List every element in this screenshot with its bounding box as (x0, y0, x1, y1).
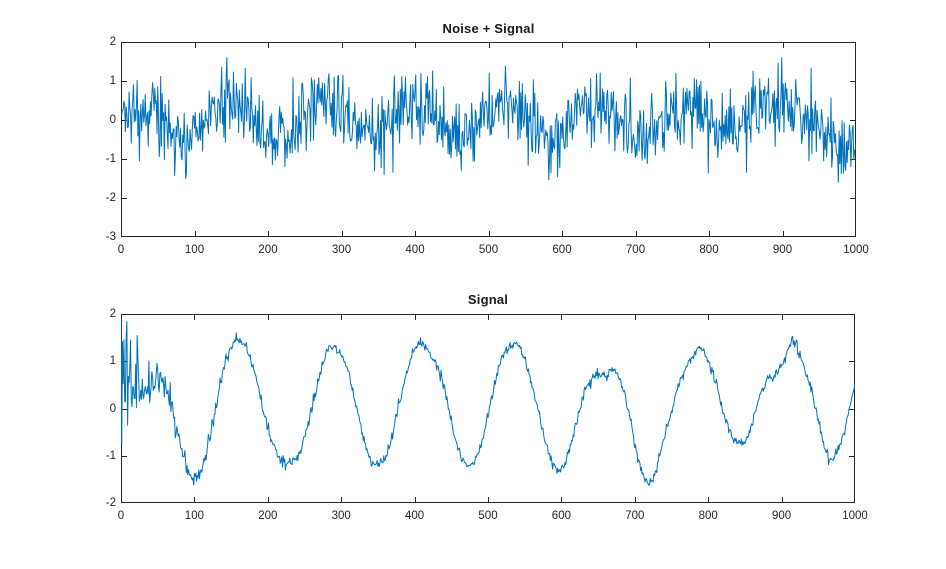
x-tick-label: 1000 (843, 244, 869, 256)
y-tick-label: -3 (105, 231, 116, 243)
noise_plus_signal-line (121, 57, 856, 183)
x-tick-label: 800 (698, 510, 718, 522)
x-tick-label: 0 (117, 510, 125, 522)
x-tick-label: 700 (625, 510, 645, 522)
x-tick-label: 900 (772, 510, 792, 522)
x-tick-label: 400 (405, 510, 425, 522)
x-tick-label: 200 (258, 244, 278, 256)
noise-signal-line-chart (121, 42, 856, 237)
y-tick-label: -1 (105, 449, 116, 462)
x-tick-label: 900 (772, 244, 793, 256)
plot-title-signal: Signal (467, 292, 509, 307)
y-tick-label: 0 (109, 114, 116, 126)
x-tick-label: 100 (184, 510, 204, 522)
y-tick-label: -1 (105, 153, 116, 165)
y-tick-label: -2 (105, 192, 116, 204)
x-tick-label: 100 (184, 244, 205, 256)
x-tick-label: 600 (551, 510, 571, 522)
x-tick-label: 300 (331, 244, 352, 256)
y-tick-label: 0 (109, 402, 116, 415)
x-tick-label: 600 (552, 244, 572, 256)
y-tick-label: 2 (109, 36, 116, 48)
plot-title-noise-signal: Noise + Signal (442, 21, 535, 36)
x-tick-label: 0 (117, 244, 125, 256)
y-tick-label: 1 (109, 355, 116, 368)
axes-box (121, 42, 856, 237)
signal-line (121, 317, 855, 486)
x-tick-label: 400 (405, 244, 425, 256)
x-tick-label: 800 (699, 244, 719, 256)
y-tick-label: -2 (105, 497, 116, 509)
x-tick-label: 500 (478, 510, 498, 522)
x-tick-label: 700 (625, 244, 646, 256)
axes-box (121, 314, 855, 503)
y-tick-label: 2 (109, 308, 116, 320)
signal-line-chart (121, 314, 855, 503)
x-tick-label: 200 (258, 510, 278, 522)
x-tick-label: 500 (478, 244, 499, 256)
x-tick-label: 300 (331, 510, 351, 522)
x-tick-label: 1000 (842, 510, 868, 522)
y-tick-label: 1 (109, 75, 116, 87)
